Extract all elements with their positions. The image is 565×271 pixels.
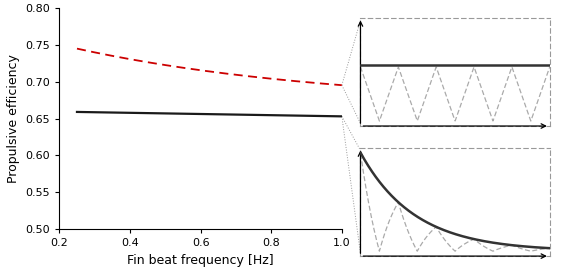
Y-axis label: Propulsive efficiency: Propulsive efficiency bbox=[7, 54, 20, 183]
X-axis label: Fin beat frequency [Hz]: Fin beat frequency [Hz] bbox=[127, 254, 274, 267]
Text: Constant amplitude: Constant amplitude bbox=[390, 150, 520, 163]
